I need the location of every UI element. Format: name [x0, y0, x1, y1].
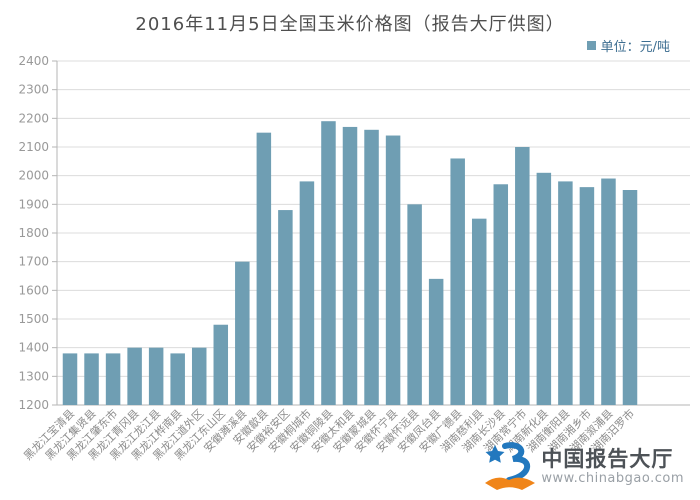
bar [536, 172, 552, 405]
y-axis-label: 1900 [18, 197, 49, 211]
y-axis-label: 1200 [18, 398, 49, 412]
brand-name: 中国报告大厅 [541, 447, 674, 472]
bar [601, 178, 616, 405]
y-axis-label: 2000 [18, 169, 49, 183]
bar [84, 353, 99, 405]
bar [385, 135, 401, 405]
y-axis-label: 2100 [18, 140, 49, 154]
bar [622, 190, 638, 405]
bar [148, 347, 164, 405]
legend-swatch-icon [586, 41, 596, 50]
bar [579, 187, 595, 405]
legend-label: 单位：元/吨 [600, 40, 670, 55]
brand-logo-icon [485, 442, 536, 490]
bar [170, 353, 185, 405]
y-axis-label: 1400 [18, 341, 49, 355]
bar [278, 210, 293, 405]
bar [105, 353, 121, 405]
bar [127, 347, 142, 405]
bar [213, 324, 229, 405]
chart-title: 2016年11月5日全国玉米价格图（报告大厅供图） [135, 14, 565, 35]
bar [321, 121, 336, 405]
y-axis-label: 2300 [18, 83, 49, 97]
bar [235, 261, 250, 405]
bar [342, 126, 358, 406]
bar [62, 353, 78, 405]
logo-book-shape [485, 477, 536, 490]
y-axis-label: 1800 [18, 226, 49, 240]
bar [471, 218, 487, 405]
logo-star-shape [485, 445, 505, 463]
bar [191, 347, 207, 405]
bar [558, 181, 573, 405]
bar [428, 278, 444, 405]
y-axis-label: 1600 [18, 283, 49, 297]
bar [364, 129, 379, 406]
watermark: 中国报告大厅 www.chinabgao.com [483, 442, 684, 492]
bar [450, 158, 465, 405]
y-axis-label: 1700 [18, 255, 49, 269]
y-axis-label: 1500 [18, 312, 49, 326]
y-axis-label: 2200 [18, 111, 49, 125]
bar [407, 204, 422, 405]
bar [299, 181, 315, 405]
bar [515, 147, 530, 405]
bar [493, 184, 509, 405]
legend: 单位：元/吨 [586, 36, 670, 55]
logo-ribbon-shape [502, 442, 531, 483]
brand-url: www.chinabgao.com [541, 470, 684, 486]
y-axis-label: 2400 [18, 54, 49, 68]
bar [256, 132, 272, 406]
y-axis-label: 1300 [18, 369, 49, 383]
